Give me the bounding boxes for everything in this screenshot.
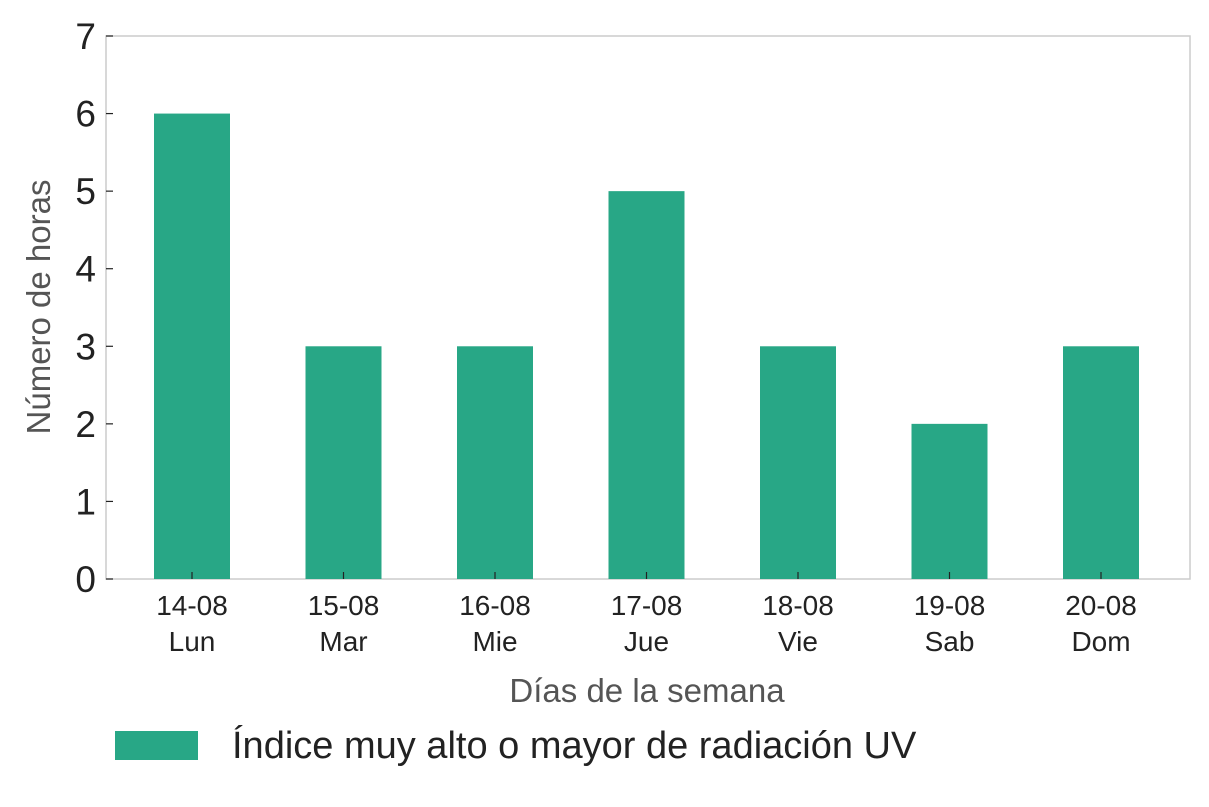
x-tick-label-day: Mie [472,626,517,657]
y-tick-label: 1 [75,481,96,522]
y-tick-label: 0 [75,559,96,600]
x-tick-label-date: 17-08 [611,590,683,621]
bar-16-08 [457,346,533,579]
y-tick-label: 7 [75,16,96,57]
x-tick-label-day: Mar [319,626,367,657]
bar-19-08 [911,423,988,579]
legend-label: Índice muy alto o mayor de radiación UV [232,724,917,767]
bar-18-08 [760,346,836,579]
x-tick-label-day: Sab [925,626,975,657]
y-tick-label: 2 [75,404,96,445]
x-tick-label-date: 15-08 [308,590,380,621]
x-tick-label-day: Dom [1071,626,1130,657]
y-axis-title: Número de horas [20,180,57,435]
bar-20-08 [1063,346,1139,579]
x-tick-label-date: 14-08 [156,590,228,621]
y-tick-label: 5 [75,171,96,212]
x-tick-label-day: Vie [778,626,818,657]
x-tick-label-date: 16-08 [459,590,531,621]
y-tick-label: 4 [75,249,96,290]
x-tick-label-date: 19-08 [914,590,986,621]
x-tick-label-day: Lun [169,626,216,657]
x-tick-label-day: Jue [624,626,669,657]
bar-17-08 [608,191,685,579]
x-axis-title: Días de la semana [509,672,785,709]
y-tick-label: 3 [75,326,96,367]
bar-14-08 [154,113,230,580]
bar-15-08 [305,346,382,579]
x-tick-label-date: 18-08 [762,590,834,621]
y-tick-label: 6 [75,94,96,135]
bars-layer [154,113,1139,580]
y-axis: 0 1 2 3 4 5 6 7 [75,16,113,600]
x-axis: 14-08 Lun 15-08 Mar 16-08 Mie 17-08 Jue 18-08 Vie… [156,572,1137,657]
legend-swatch [115,731,198,760]
legend: Índice muy alto o mayor de radiación UV [115,724,917,767]
x-tick-label-date: 20-08 [1065,590,1137,621]
